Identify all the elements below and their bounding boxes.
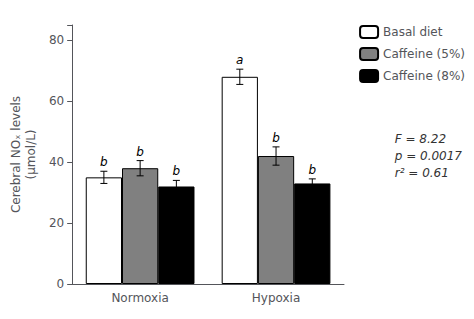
svg-text:60: 60	[49, 94, 64, 108]
svg-text:F = 8.22: F = 8.22	[395, 132, 446, 146]
svg-text:b: b	[308, 163, 316, 177]
svg-text:40: 40	[49, 155, 64, 169]
svg-text:r² = 0.61: r² = 0.61	[395, 166, 449, 180]
svg-text:a: a	[236, 53, 243, 67]
svg-text:b: b	[100, 155, 108, 169]
svg-text:80: 80	[49, 33, 64, 47]
svg-text:Basal diet: Basal diet	[383, 25, 443, 39]
svg-text:Normoxia: Normoxia	[111, 291, 169, 305]
svg-text:(μmol/L): (μmol/L)	[24, 129, 38, 179]
svg-text:Hypoxia: Hypoxia	[252, 291, 301, 305]
svg-text:Caffeine (5%): Caffeine (5%)	[383, 47, 465, 61]
svg-text:0: 0	[57, 277, 65, 291]
svg-text:b: b	[173, 164, 181, 178]
svg-text:b: b	[136, 145, 144, 159]
svg-text:b: b	[272, 131, 280, 145]
svg-text:Caffeine (8%): Caffeine (8%)	[383, 69, 465, 83]
svg-text:p = 0.0017: p = 0.0017	[394, 149, 463, 163]
svg-text:20: 20	[49, 216, 64, 230]
svg-text:Cerebral NOₓ levels: Cerebral NOₓ levels	[9, 96, 23, 213]
